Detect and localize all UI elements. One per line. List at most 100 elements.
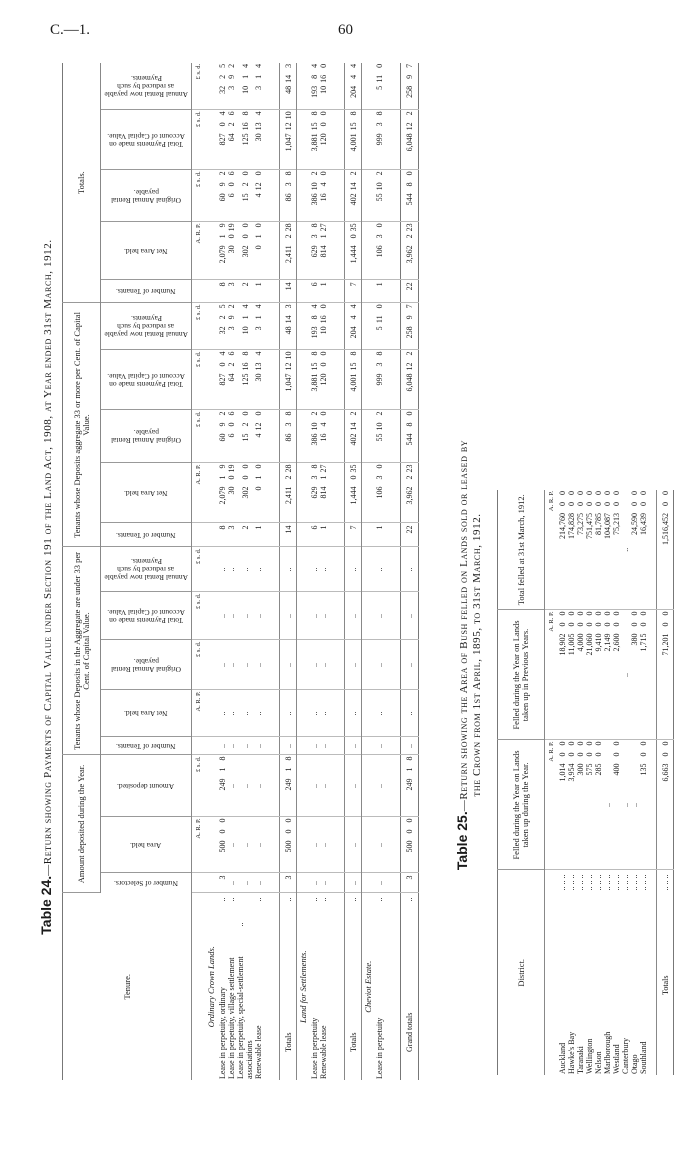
data-cell: 2	[236, 522, 254, 547]
value-part: 16	[240, 122, 250, 131]
value-part: 4	[310, 304, 319, 309]
value-part: 174,828	[567, 513, 576, 539]
value-group: 48 14 3	[284, 64, 293, 109]
value-group: 4,001 15 8	[349, 351, 358, 408]
value-part: 500	[283, 840, 293, 853]
value-part: 0	[585, 622, 594, 627]
value-part: 3	[375, 122, 384, 127]
data-cell: ..	[319, 736, 328, 755]
column-header-text: Number of Tenants.	[116, 741, 176, 751]
value-part: 0	[594, 752, 603, 757]
spacer-cell	[384, 639, 401, 690]
district-label: .. .. .. Wellington	[585, 870, 594, 1075]
value-part: 0	[558, 491, 567, 495]
value-part: 4	[348, 63, 358, 68]
value-part: 3	[227, 326, 236, 331]
data-cell	[361, 169, 375, 222]
data-cell: ..	[344, 591, 362, 640]
value-part: 0	[283, 829, 293, 834]
column-header-text: Original Annual Rental payable.	[111, 187, 181, 205]
data-cell: ..	[319, 546, 328, 592]
value-part: 0	[319, 411, 328, 416]
value-part: 0	[639, 502, 648, 506]
value-group: 30 0 19	[227, 464, 236, 521]
data-cell: 249 1 8	[279, 754, 297, 817]
data-cell: 204 4 4	[344, 302, 362, 350]
data-cell: 402 14 2	[344, 169, 362, 222]
data-cell: ..	[375, 736, 384, 755]
unit-label: A. R. P.	[544, 610, 558, 740]
value-part: 0	[585, 491, 594, 495]
value-part: 0	[630, 502, 639, 506]
spacer-cell	[263, 736, 280, 755]
data-cell: 402 14 2	[344, 409, 362, 463]
data-cell: 999 3 8	[375, 349, 384, 410]
tenure-text: Cheviot Estate.	[363, 960, 373, 1013]
column-header: Annual Rental now payable as reduced by …	[100, 62, 192, 110]
table-row: .. Renewable lease................ 1 814 1 27…	[319, 62, 328, 1080]
value-part: 28	[283, 464, 293, 473]
data-cell: 86 3 8	[279, 169, 297, 222]
value-part: 30	[227, 245, 236, 254]
data-cell: 999 3 8	[375, 109, 384, 170]
table-25: District. Felled during the Year on Land…	[497, 490, 674, 1075]
value-part: 30	[227, 486, 236, 495]
data-cell: 544 8 0	[400, 409, 419, 463]
leader-dots: ..	[218, 897, 227, 902]
data-cell: 4 12 0	[254, 169, 263, 222]
data-cell: ..	[319, 639, 328, 690]
value-part: 14	[348, 422, 358, 431]
data-cell: ..	[254, 546, 263, 592]
data-cell: 3	[227, 279, 236, 303]
value-part: 0	[567, 741, 576, 746]
value-part: 3,881	[310, 133, 319, 152]
tenure-label: .. Grand totals	[400, 893, 419, 1080]
value-part: 4	[254, 193, 263, 198]
data-cell: 3 1 4	[254, 302, 263, 350]
header-totals: Totals.	[62, 62, 101, 303]
tenure-label: .. Totals	[344, 893, 362, 1080]
data-cell: 6,048 12 2	[400, 349, 419, 410]
district-name: Wellington	[585, 1038, 594, 1074]
value-part: 0	[254, 486, 263, 491]
table-25-title: Table 25.—Return showing the Area of Bus…	[454, 235, 484, 1075]
value-part: 0	[585, 741, 594, 746]
unit-label: A. R. P.	[191, 689, 205, 737]
value-part: 27	[319, 464, 328, 473]
data-cell: ..	[344, 873, 362, 893]
data-cell	[361, 221, 375, 280]
unit-label	[191, 736, 205, 755]
data-cell	[296, 639, 310, 690]
value-part: 2	[283, 234, 293, 239]
value-part: 0	[612, 622, 621, 627]
spacer-cell	[384, 546, 401, 592]
value-group: 1,444 0 35	[349, 223, 358, 278]
data-cell	[205, 639, 218, 690]
value-part: 0	[660, 611, 670, 616]
data-cell: 1,444 0 35	[344, 221, 362, 280]
data-cell: 120 0 0	[319, 109, 328, 170]
district-name: Hawke's Bay	[567, 1031, 576, 1074]
value-part: 4	[240, 63, 250, 68]
district-name: Marlborough	[603, 1031, 612, 1074]
value-group: 2,079 1 9	[218, 464, 227, 521]
data-cell: 64 2 6	[227, 349, 236, 410]
value-part: 814	[319, 486, 328, 499]
data-cell: 204 4 4	[344, 62, 362, 110]
data-cell	[205, 754, 218, 817]
district-label: .. .. .. Otago	[630, 870, 639, 1075]
data-cell	[205, 169, 218, 222]
tenure-label: .. Lease in perpetuity	[375, 893, 384, 1080]
value-part: 1,014	[558, 763, 567, 782]
value-part: 0	[240, 475, 250, 480]
data-cell: 15 2 0	[236, 409, 254, 463]
value-group: 3 9 2	[227, 304, 236, 348]
tenure-text: Lease in perpetuity	[310, 1017, 319, 1079]
data-cell: ..	[375, 873, 384, 893]
value-part: 10	[375, 182, 384, 191]
value-part: 1	[405, 767, 414, 772]
value-part: 8	[283, 171, 293, 176]
value-part: 8	[240, 111, 250, 116]
header-over-33: Tenants whose Deposits aggregate 33 or m…	[62, 302, 101, 547]
